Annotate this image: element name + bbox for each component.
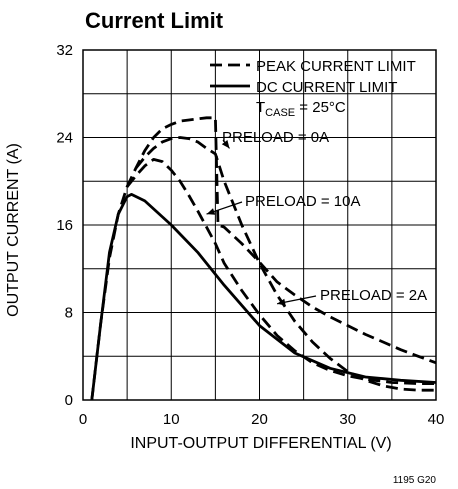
y-tick-label: 24 xyxy=(56,130,73,147)
x-tick-label: 40 xyxy=(428,411,445,428)
x-axis-label: INPUT-OUTPUT DIFFERENTIAL (V) xyxy=(130,435,391,452)
series-line-peak-preload-2a xyxy=(134,136,436,392)
chart-title: Current Limit xyxy=(85,8,224,33)
annotations: PRELOAD = 0A PRELOAD = 10A PRELOAD = 2A xyxy=(206,129,427,306)
y-tick-label: 16 xyxy=(56,217,73,234)
tick-labels: 0 10 20 30 40 0 8 16 24 32 xyxy=(56,42,444,428)
y-tick-label: 32 xyxy=(56,42,73,59)
series-line-peak-preload-10a xyxy=(126,157,436,386)
x-tick-label: 0 xyxy=(79,411,87,428)
y-axis-label: OUTPUT CURRENT (A) xyxy=(5,143,22,317)
annotation-label: PRELOAD = 2A xyxy=(320,287,427,304)
y-tick-label: 8 xyxy=(65,305,73,322)
annotation-arrowhead xyxy=(277,298,286,306)
legend-condition: TCASE = 25°C xyxy=(256,99,346,119)
series-group xyxy=(90,116,437,401)
series-line-peak-preload-0a xyxy=(90,116,437,401)
x-tick-label: 30 xyxy=(339,411,356,428)
x-tick-label: 10 xyxy=(163,411,180,428)
annotation-label: PRELOAD = 0A xyxy=(222,129,329,146)
annotation-arrowhead xyxy=(221,140,230,149)
y-tick-label: 0 xyxy=(65,392,73,409)
legend-label-peak: PEAK CURRENT LIMIT xyxy=(256,58,416,75)
plot-frame xyxy=(82,49,437,401)
annotation-arrowhead xyxy=(206,208,216,215)
figure-code: 1195 G20 xyxy=(393,475,437,486)
legend: PEAK CURRENT LIMIT DC CURRENT LIMIT TCAS… xyxy=(210,58,416,119)
annotation-label: PRELOAD = 10A xyxy=(245,193,360,210)
x-tick-label: 20 xyxy=(251,411,268,428)
legend-label-dc: DC CURRENT LIMIT xyxy=(256,79,397,96)
